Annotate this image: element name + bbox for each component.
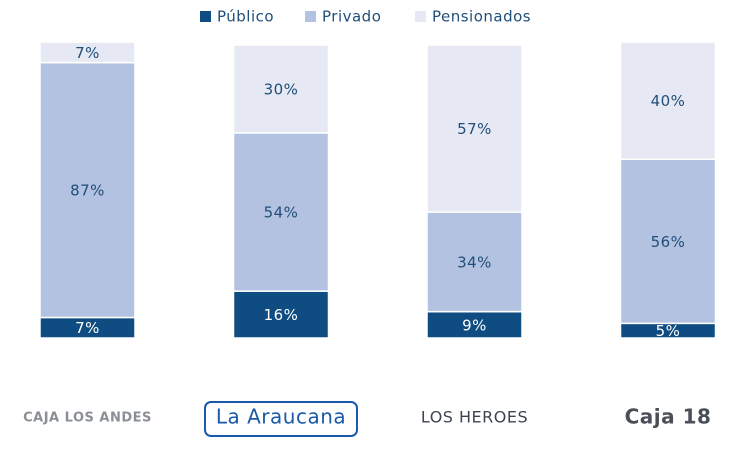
value-label: 16%	[264, 306, 299, 324]
category-logo: LOS HEROES	[421, 408, 528, 427]
value-label: 40%	[651, 92, 686, 110]
value-label: 34%	[457, 253, 492, 271]
bar-segment	[426, 211, 523, 313]
bar-segment	[39, 41, 136, 64]
category-logo: La Araucana	[216, 405, 346, 429]
value-label: 87%	[70, 182, 105, 200]
legend-swatch	[200, 11, 211, 22]
value-label: 57%	[457, 120, 492, 138]
bar-segment	[232, 132, 330, 292]
bar-segment	[39, 61, 136, 319]
bar-segment	[619, 158, 717, 325]
value-label: 7%	[75, 319, 100, 337]
logo-frame	[204, 401, 358, 437]
value-label: 54%	[264, 204, 299, 222]
legend-label: Público	[217, 8, 274, 26]
bar-segment	[232, 44, 330, 134]
value-label: 30%	[264, 80, 299, 98]
bar-segment	[232, 290, 330, 339]
legend-label: Privado	[322, 8, 381, 26]
value-label: 9%	[462, 316, 487, 334]
legend-label: Pensionados	[432, 8, 531, 26]
bar-segment	[426, 310, 523, 339]
bar-segment	[426, 44, 523, 213]
legend-swatch	[415, 11, 426, 22]
value-label: 56%	[651, 233, 686, 251]
legend-swatch	[305, 11, 316, 22]
value-label: 5%	[656, 322, 681, 340]
bar-segment	[619, 41, 717, 161]
category-logo: CAJA LOS ANDES	[23, 411, 152, 426]
category-logo: Caja 18	[625, 405, 712, 429]
value-label: 7%	[75, 44, 100, 62]
